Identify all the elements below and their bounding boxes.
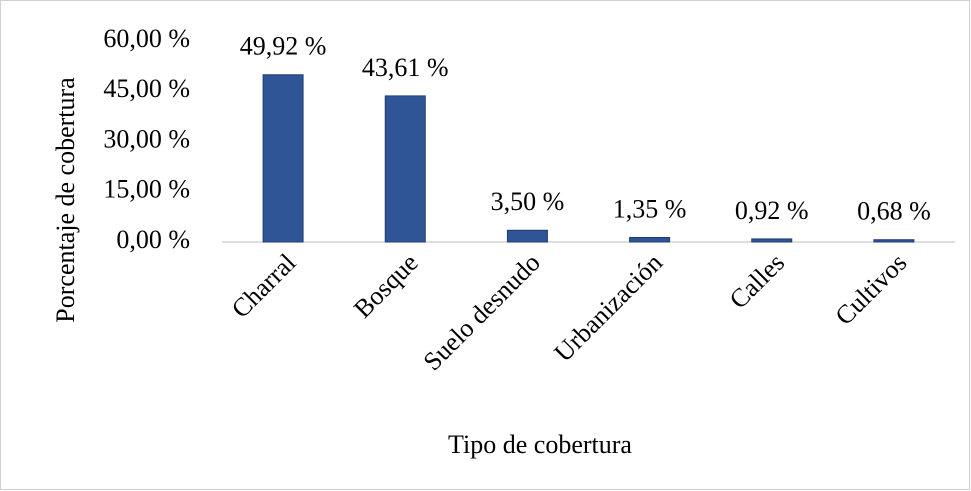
bar (751, 238, 793, 243)
bar (873, 239, 915, 243)
y-tick-label: 30,00 % (103, 124, 190, 153)
value-label: 49,92 % (240, 32, 327, 61)
y-tick-label: 15,00 % (103, 175, 190, 204)
bar (629, 236, 671, 243)
y-tick-label: 45,00 % (103, 74, 190, 103)
x-axis-title: Tipo de cobertura (448, 430, 632, 459)
bar (384, 95, 426, 243)
value-label: 0,92 % (735, 196, 809, 225)
value-label: 1,35 % (613, 194, 687, 223)
value-label: 43,61 % (362, 53, 449, 82)
y-tick-label: 0,00 % (116, 225, 190, 254)
value-label: 0,68 % (857, 197, 931, 226)
bar (262, 74, 304, 243)
y-axis-title: Porcentaje de cobertura (51, 77, 80, 323)
bar (506, 229, 548, 243)
value-label: 3,50 % (491, 187, 565, 216)
y-tick-label: 60,00 % (103, 24, 190, 53)
